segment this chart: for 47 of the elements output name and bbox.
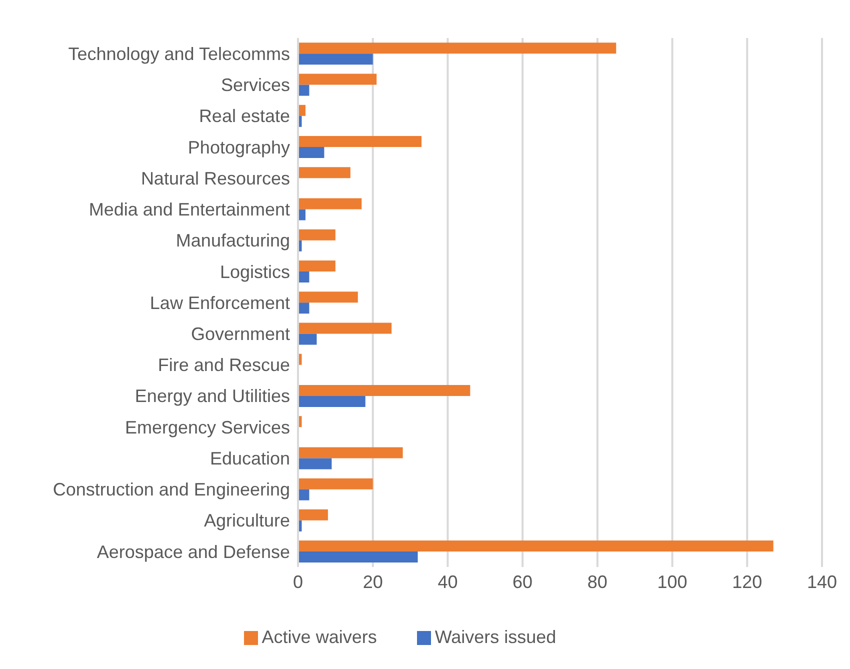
bar [298,552,418,563]
x-tick-label: 60 [512,572,533,592]
y-tick-label: Technology and Telecomms [68,44,290,64]
y-tick-label: Real estate [198,106,290,126]
y-tick-label: Photography [188,137,290,158]
bar [298,322,392,334]
x-tick-label: 0 [292,572,304,592]
bar [298,396,366,407]
y-tick-label: Emergency Services [124,417,290,438]
bar [298,509,328,520]
bar [298,458,332,470]
x-tick-label: 100 [657,572,688,592]
legend-label: Active waivers [262,627,377,647]
y-tick-label: Natural Resources [140,168,290,188]
bar [298,540,774,552]
legend-label: Waivers issued [434,627,556,647]
x-tick-label: 20 [362,572,383,592]
y-tick-label: Logistics [220,262,290,282]
bar [298,384,470,396]
bar [298,478,373,490]
x-tick-label: 140 [806,572,838,592]
y-tick-label: Energy and Utilities [134,386,290,406]
y-tick-label: Services [220,75,290,96]
x-tick-label: 40 [438,572,458,592]
bar [298,74,377,85]
bar [298,136,422,148]
y-tick-label: Agriculture [204,510,290,531]
bar [298,42,616,54]
y-tick-label: Aerospace and Defense [96,542,290,562]
y-tick-label: Media and Entertainment [88,200,290,220]
bar [298,147,324,158]
bar [298,167,350,178]
y-tick-label: Law Enforcement [150,292,290,313]
bar [298,447,403,458]
bar [298,54,373,65]
bar [298,292,358,303]
bar [298,198,362,210]
x-tick-label: 120 [732,572,762,592]
y-tick-label: Government [190,324,290,344]
bar [298,260,336,272]
bar [298,229,336,240]
y-tick-label: Fire and Rescue [158,355,290,376]
y-tick-label: Education [210,448,290,468]
y-tick-label: Construction and Engineering [52,480,290,500]
y-tick-label: Manufacturing [176,230,290,251]
bar [298,334,317,345]
x-tick-label: 80 [587,572,608,592]
